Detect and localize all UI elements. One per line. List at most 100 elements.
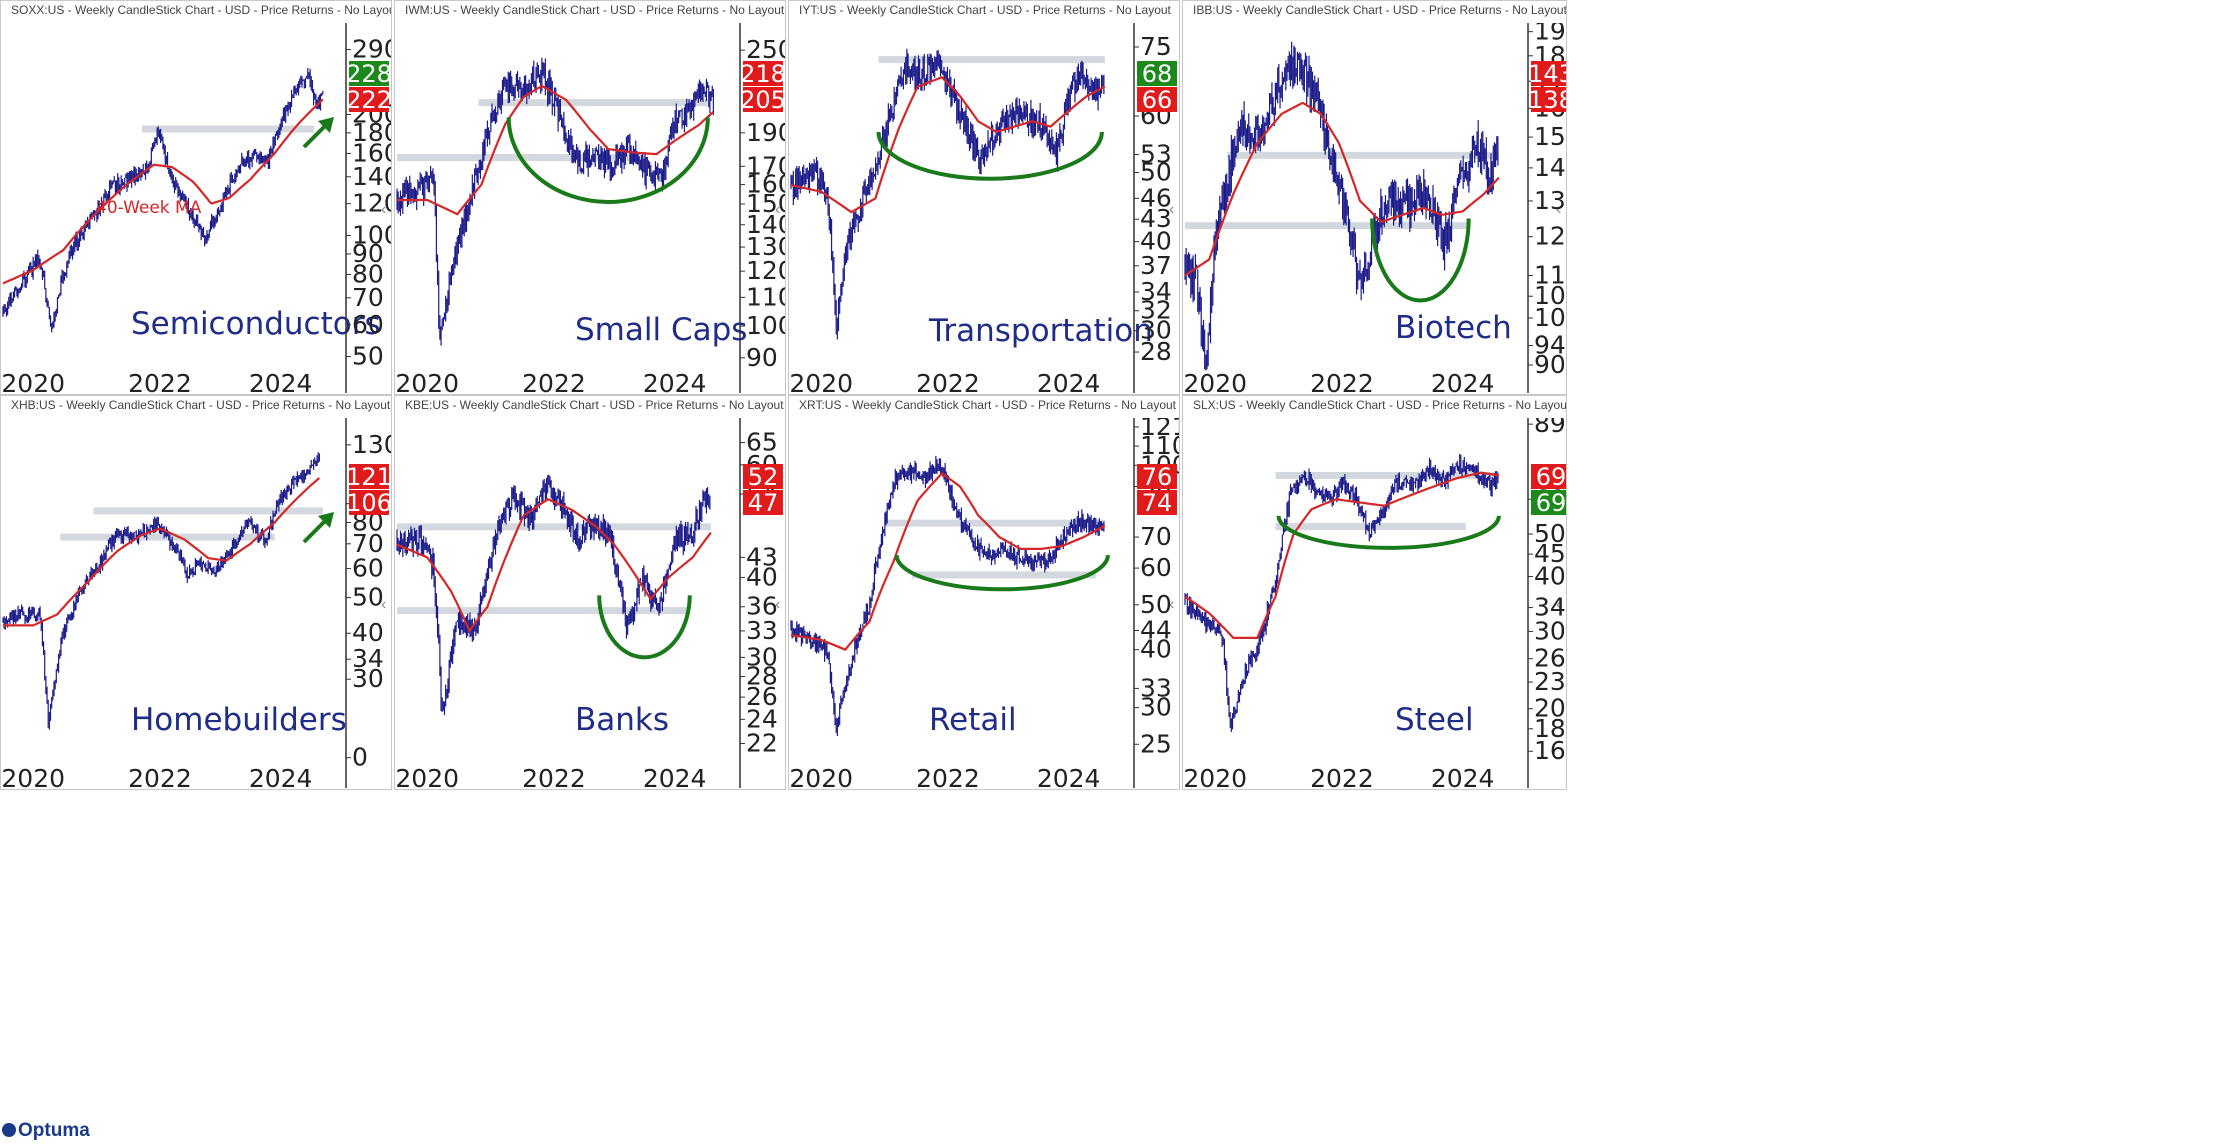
sector-label: Retail [929, 702, 1017, 738]
y-tick-label: 160 [352, 138, 391, 167]
x-tick-label: 2024 [249, 764, 313, 788]
price-tag-red [349, 464, 389, 489]
price-tag-value: 52 [748, 463, 779, 491]
support-level-band [397, 523, 711, 531]
collapse-arrow-icon[interactable]: ‹ [381, 201, 387, 218]
x-tick-label: 2024 [1037, 764, 1101, 788]
y-tick-label: 250 [746, 35, 785, 64]
moving-average-label: 40-Week MA [96, 198, 202, 218]
price-tag-red [1531, 464, 1566, 489]
x-tick-label: 2020 [1183, 369, 1247, 393]
collapse-arrow-icon[interactable]: ‹ [1169, 201, 1175, 218]
y-tick-label: 121 [1140, 418, 1179, 441]
y-tick-label: 110 [1140, 431, 1179, 460]
rounding-bottom-arc [894, 554, 1110, 592]
price-tag-value: 106 [346, 489, 391, 517]
y-tick-label: 43 [1140, 204, 1172, 233]
x-tick-label: 2020 [1, 369, 65, 393]
y-tick-label: 130 [352, 430, 391, 459]
price-tag-value: 76 [1142, 463, 1173, 491]
x-tick-label: 2020 [395, 369, 459, 393]
candlestick-chart: Retail2530334044506070901001101217674202… [789, 418, 1179, 788]
collapse-arrow-icon[interactable]: ‹ [775, 596, 781, 613]
y-tick-label: 34 [352, 644, 384, 673]
y-tick-label: 89 [1534, 418, 1566, 438]
y-tick-label: 160 [746, 170, 785, 199]
candlestick-chart: Biotech909410010511012013014015016017018… [1183, 23, 1566, 393]
rounding-bottom-arc [506, 117, 710, 204]
y-tick-label: 44 [1140, 616, 1172, 645]
x-tick-label: 2024 [1037, 369, 1101, 393]
y-tick-label: 40 [352, 618, 384, 647]
sector-label: Biotech [1395, 310, 1512, 346]
price-tag-red [1137, 464, 1177, 489]
collapse-arrow-icon[interactable]: ‹ [775, 201, 781, 218]
y-tick-label: 30 [1140, 693, 1172, 722]
price-tag-red [743, 61, 783, 86]
moving-average-line [1184, 471, 1500, 639]
y-tick-label: 100 [1534, 303, 1566, 332]
price-tag-value: 66 [1142, 86, 1173, 114]
y-tick-label: 50 [352, 342, 384, 371]
sector-label: Homebuilders [131, 702, 347, 738]
price-tag-red [743, 464, 783, 489]
price-candles [1184, 41, 1499, 371]
chart-header: SLX:US - Weekly CandleStick Chart - USD … [1193, 398, 1567, 412]
y-tick-label: 60 [1140, 553, 1172, 582]
x-tick-label: 2022 [522, 764, 586, 788]
price-tag-value: 69 [1536, 489, 1566, 517]
x-tick-label: 2022 [1310, 764, 1374, 788]
y-tick-label: 40 [1534, 562, 1566, 591]
collapse-arrow-icon[interactable]: ‹ [1556, 596, 1562, 613]
price-tag-red [1137, 490, 1177, 515]
candlestick-chart: Homebuilders0303440506070809013012110620… [1, 418, 391, 788]
collapse-arrow-icon[interactable]: ‹ [1169, 596, 1175, 613]
y-tick-label: 75 [1140, 32, 1172, 61]
candlestick-chart: Banks22242628303336404354606552472020202… [395, 418, 783, 788]
price-tag-value: 47 [748, 489, 779, 517]
price-candles [396, 57, 714, 346]
y-tick-label: 0 [352, 743, 368, 772]
y-tick-label: 120 [1534, 222, 1566, 251]
x-tick-label: 2020 [395, 764, 459, 788]
y-tick-label: 180 [352, 118, 391, 147]
y-tick-label: 90 [746, 343, 778, 372]
price-tag-red [1137, 87, 1177, 112]
moving-average-line [3, 477, 321, 627]
y-tick-label: 34 [1534, 593, 1566, 622]
x-tick-label: 2024 [1431, 764, 1495, 788]
y-tick-label: 110 [746, 282, 785, 311]
y-tick-label: 90 [1534, 350, 1566, 379]
x-tick-label: 2024 [1431, 369, 1495, 393]
up-arrow-icon [302, 117, 334, 149]
price-tag-green [1531, 490, 1566, 515]
y-tick-label: 120 [746, 256, 785, 285]
y-tick-label: 110 [1534, 260, 1566, 289]
price-candles [396, 474, 711, 716]
x-tick-label: 2020 [1, 764, 65, 788]
y-tick-label: 190 [746, 118, 785, 147]
x-tick-label: 2024 [643, 764, 707, 788]
support-level-band [1275, 523, 1466, 531]
y-tick-label: 43 [746, 542, 778, 571]
y-tick-label: 170 [746, 151, 785, 180]
price-tag-red [1531, 87, 1566, 112]
y-tick-label: 140 [1534, 153, 1566, 182]
chart-header: IBB:US - Weekly CandleStick Chart - USD … [1193, 3, 1567, 17]
x-tick-label: 2024 [643, 369, 707, 393]
y-tick-label: 32 [1140, 296, 1172, 325]
y-tick-label: 22 [746, 729, 778, 758]
x-tick-label: 2020 [789, 369, 853, 393]
y-tick-label: 28 [746, 662, 778, 691]
y-tick-label: 60 [352, 553, 384, 582]
y-tick-label: 18 [1534, 714, 1566, 743]
optuma-logo: Optuma [2, 1120, 90, 1142]
y-tick-label: 33 [746, 616, 778, 645]
collapse-arrow-icon[interactable]: ‹ [381, 596, 387, 613]
support-level-band [397, 607, 690, 615]
moving-average-line [397, 84, 715, 216]
collapse-arrow-icon[interactable]: ‹ [1556, 201, 1562, 218]
y-tick-label: 26 [1534, 644, 1566, 673]
rounding-bottom-arc [597, 595, 692, 660]
